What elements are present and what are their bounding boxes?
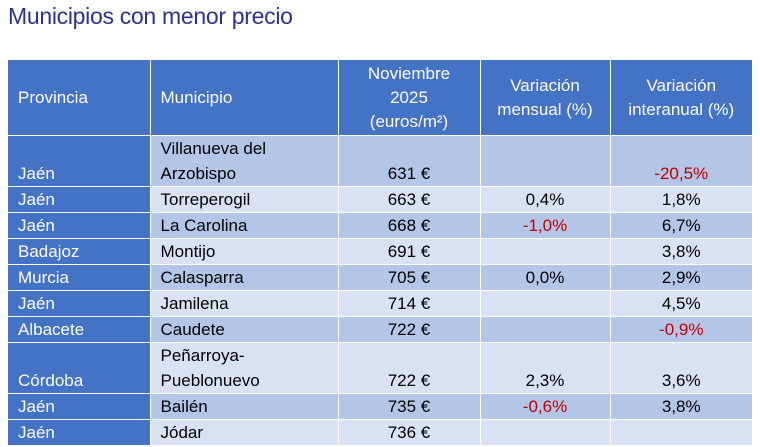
- table-row: Albacete Caudete 722 € -0,9%: [8, 316, 752, 343]
- cell-precio: 705 €: [338, 264, 481, 291]
- price-table: Provincia Municipio Noviembre 2025 (euro…: [8, 60, 752, 445]
- cell-variacion-mensual: 0,4%: [480, 186, 611, 213]
- table-row: Murcia Calasparra 705 €0,0% 2,9%: [8, 264, 752, 291]
- header-precio-line1: Noviembre: [367, 63, 451, 83]
- header-interanual[interactable]: Variación interanual (%): [610, 60, 752, 136]
- table-row: Jaén Torreperogil 663 €0,4% 1,8%: [8, 186, 752, 213]
- cell-provincia: Albacete: [8, 316, 151, 343]
- cell-variacion-mensual: [480, 316, 611, 343]
- cell-variacion-mensual: [480, 419, 611, 445]
- table-row: Jaén Jódar 736 €: [8, 419, 752, 445]
- header-provincia[interactable]: Provincia: [8, 60, 151, 136]
- cell-municipio: Calasparra: [150, 264, 339, 291]
- cell-precio: 663 €: [338, 186, 481, 213]
- cell-provincia: Córdoba: [8, 342, 151, 394]
- cell-variacion-mensual: 0,0%: [480, 264, 611, 291]
- cell-provincia: Badajoz: [8, 238, 151, 265]
- cell-variacion-interanual: 3,6%: [610, 342, 752, 394]
- cell-municipio: Bailén: [150, 393, 339, 420]
- cell-provincia: Jaén: [8, 419, 151, 445]
- header-mensual-line2: mensual (%): [497, 99, 593, 119]
- table-row: Badajoz Montijo 691 € 3,8%: [8, 238, 752, 265]
- cell-municipio: Villanueva del Arzobispo: [150, 135, 339, 187]
- table-header-row: Provincia Municipio Noviembre 2025 (euro…: [8, 60, 752, 136]
- cell-precio: 722 €: [338, 342, 481, 394]
- cell-variacion-interanual: 3,8%: [610, 238, 752, 265]
- cell-variacion-mensual: [480, 290, 611, 317]
- cell-municipio: Caudete: [150, 316, 339, 343]
- cell-variacion-interanual: 4,5%: [610, 290, 752, 317]
- cell-municipio-line2: Arzobispo: [160, 164, 237, 183]
- cell-provincia: Jaén: [8, 290, 151, 317]
- cell-precio: 691 €: [338, 238, 481, 265]
- table-row: Jaén La Carolina 668 € -1,0% 6,7%: [8, 212, 752, 239]
- cell-variacion-interanual: 6,7%: [610, 212, 752, 239]
- cell-variacion-mensual: -0,6%: [480, 393, 611, 420]
- cell-provincia: Jaén: [8, 212, 151, 239]
- table-row: Jaén Bailén 735 € -0,6% 3,8%: [8, 393, 752, 420]
- header-interanual-line1: Variación: [646, 75, 717, 95]
- cell-variacion-interanual: 1,8%: [610, 186, 752, 213]
- cell-provincia: Jaén: [8, 393, 151, 420]
- header-precio-line3: (euros/m²): [369, 111, 449, 131]
- cell-provincia: Jaén: [8, 186, 151, 213]
- cell-variacion-interanual: 3,8%: [610, 393, 752, 420]
- cell-provincia: Murcia: [8, 264, 151, 291]
- cell-municipio-line2: Pueblonuevo: [160, 371, 260, 390]
- header-precio-line2: 2025: [390, 87, 428, 107]
- table-row: Jaén Villanueva del Arzobispo 631 € -20,5%: [8, 135, 752, 187]
- cell-municipio: Montijo: [150, 238, 339, 265]
- header-municipio[interactable]: Municipio: [150, 60, 339, 136]
- cell-precio: 631 €: [338, 135, 481, 187]
- cell-precio: 714 €: [338, 290, 481, 317]
- cell-variacion-interanual: -0,9%: [610, 316, 752, 343]
- cell-variacion-mensual: [480, 135, 611, 187]
- cell-variacion-interanual: [610, 419, 752, 445]
- cell-precio: 736 €: [338, 419, 481, 445]
- cell-municipio-line1: Villanueva del: [160, 139, 267, 158]
- table-body: Jaén Villanueva del Arzobispo 631 € -20,5% Ja…: [8, 135, 752, 445]
- cell-municipio: La Carolina: [150, 212, 339, 239]
- header-interanual-line2: interanual (%): [628, 99, 735, 119]
- table-row: Jaén Jamilena 714 € 4,5%: [8, 290, 752, 317]
- cell-municipio: Torreperogil: [150, 186, 339, 213]
- header-mensual[interactable]: Variación mensual (%): [480, 60, 611, 136]
- cell-municipio: Peñarroya- Pueblonuevo: [150, 342, 339, 394]
- table-row: Córdoba Peñarroya- Pueblonuevo 722 €2,3% 3,6…: [8, 342, 752, 394]
- cell-provincia: Jaén: [8, 135, 151, 187]
- cell-variacion-mensual: 2,3%: [480, 342, 611, 394]
- cell-precio: 668 €: [338, 212, 481, 239]
- header-precio[interactable]: Noviembre 2025 (euros/m²): [338, 60, 481, 136]
- cell-precio: 735 €: [338, 393, 481, 420]
- cell-municipio: Jamilena: [150, 290, 339, 317]
- cell-variacion-mensual: -1,0%: [480, 212, 611, 239]
- cell-variacion-interanual: 2,9%: [610, 264, 752, 291]
- header-mensual-line1: Variación: [510, 75, 580, 95]
- cell-variacion-interanual: -20,5%: [610, 135, 752, 187]
- cell-precio: 722 €: [338, 316, 481, 343]
- cell-municipio: Jódar: [150, 419, 339, 445]
- cell-municipio-line1: Peñarroya-: [160, 346, 245, 365]
- page-title: Municipios con menor precio: [8, 3, 293, 29]
- cell-variacion-mensual: [480, 238, 611, 265]
